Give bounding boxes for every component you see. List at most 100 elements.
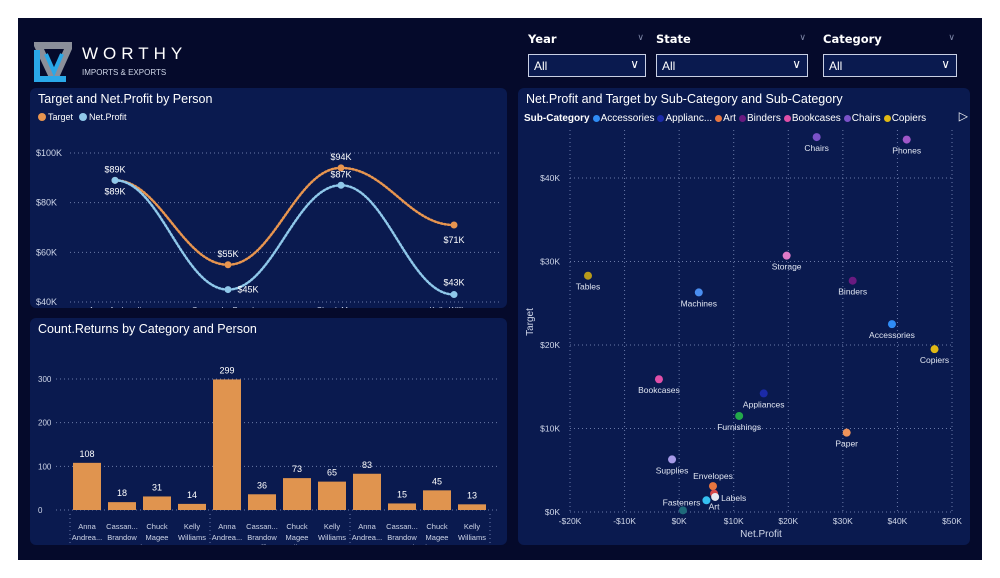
x-tick-label: Chuck [286, 522, 308, 531]
data-label: $71K [443, 235, 464, 245]
legend-net-profit[interactable]: Net.Profit [79, 112, 127, 122]
scatter-point [711, 492, 720, 501]
category-slicer: Category ∨ All ∨ [823, 32, 957, 77]
company-logo: WORTHY IMPORTS & EXPORTS [32, 40, 192, 84]
y-tick-label: $40K [36, 297, 57, 307]
bar [248, 494, 276, 510]
y-tick-label: $100K [36, 148, 62, 158]
x-tick-label: $20K [778, 516, 798, 526]
bar-value-label: 15 [397, 489, 407, 499]
chevron-down-icon[interactable]: ∨ [637, 32, 644, 42]
legend-item[interactable]: Copiers [883, 113, 926, 124]
x-tick-label: Magee [426, 533, 449, 542]
state-dropdown[interactable]: All ∨ [656, 54, 808, 77]
scatter-point [678, 506, 687, 515]
scatter-point [694, 288, 703, 297]
scatter-point [887, 320, 896, 329]
data-point [450, 291, 458, 299]
y-tick-label: $40K [540, 173, 560, 183]
x-axis-title: Net.Profit [740, 529, 782, 540]
point-label: Fasteners [663, 497, 701, 507]
chevron-down-icon[interactable]: ∨ [948, 32, 955, 42]
bar-value-label: 31 [152, 482, 162, 492]
data-label: $89K [104, 164, 125, 174]
legend-next-arrow-icon[interactable]: ▷ [958, 109, 968, 123]
bar-value-label: 36 [257, 480, 267, 490]
legend-item[interactable]: Bookcases [783, 113, 841, 124]
logo-name: WORTHY [82, 44, 188, 63]
data-point [224, 261, 232, 269]
logo-icon [34, 42, 72, 82]
point-label: Furnishings [717, 422, 761, 432]
x-tick-label: Cassan... [106, 522, 138, 531]
point-label: Tables [576, 282, 601, 292]
chevron-down-icon[interactable]: ∨ [799, 32, 806, 42]
bar [318, 481, 346, 510]
category-label: Furniture [125, 543, 155, 545]
scatter-chart-panel: Net.Profit and Target by Sub-Category an… [518, 88, 970, 545]
x-tick-label: $0K [672, 516, 687, 526]
x-tick-label: Williams [178, 533, 206, 542]
point-label: Machines [681, 298, 717, 308]
category-label: Office Supplies [255, 543, 306, 545]
bar-value-label: 45 [432, 476, 442, 486]
x-tick-label: Anna [218, 522, 236, 531]
x-tick-label: Kelly [184, 522, 201, 531]
x-tick-label: -$10K [613, 516, 636, 526]
line-chart-title: Target and Net.Profit by Person [38, 92, 213, 106]
data-point [337, 164, 345, 172]
chevron-down-icon: ∨ [941, 57, 950, 71]
series-line-net-profit [113, 179, 456, 296]
year-slicer: Year ∨ All ∨ [528, 32, 646, 77]
bar [458, 504, 486, 510]
x-tick-label: Kelly Williams [429, 306, 478, 308]
bar-value-label: 73 [292, 464, 302, 474]
point-label: Storage [772, 262, 802, 272]
state-slicer: State ∨ All ∨ [656, 32, 808, 77]
x-tick-label: -$20K [559, 516, 582, 526]
legend-item[interactable]: Binders [738, 113, 781, 124]
point-label: Bookcases [638, 385, 680, 395]
bar [178, 503, 206, 510]
scatter-point [842, 428, 851, 437]
point-label: Supplies [656, 465, 689, 475]
bar-value-label: 13 [467, 490, 477, 500]
bar-value-label: 108 [79, 449, 94, 459]
scatter-point [735, 411, 744, 420]
bar-chart-title: Count.Returns by Category and Person [38, 322, 257, 336]
x-tick-label: Andrea... [352, 533, 382, 542]
year-dropdown[interactable]: All ∨ [528, 54, 646, 77]
x-tick-label: Cassan... [386, 522, 418, 531]
scatter-chart-title: Net.Profit and Target by Sub-Category an… [526, 92, 843, 106]
category-dropdown[interactable]: All ∨ [823, 54, 957, 77]
line-chart-panel: Target and Net.Profit by Person Target N… [30, 88, 507, 308]
legend-item[interactable]: Applianc... [657, 113, 712, 124]
legend-item[interactable]: Chairs [843, 113, 881, 124]
data-point [111, 176, 119, 184]
bar [353, 473, 381, 510]
bar [108, 502, 136, 510]
series-line-target [113, 166, 456, 267]
legend-item[interactable]: Art [715, 113, 736, 124]
bar [423, 490, 451, 510]
x-tick-label: Anna [358, 522, 376, 531]
year-value: All [534, 59, 548, 73]
category-label: Category [823, 32, 882, 46]
state-value: All [662, 59, 676, 73]
scatter-point [702, 496, 711, 505]
point-label: Appliances [743, 399, 785, 409]
y-tick-label: $80K [36, 198, 57, 208]
legend-item[interactable]: Accessories [592, 113, 654, 124]
point-label: Binders [838, 287, 867, 297]
y-tick-label: 0 [38, 506, 43, 515]
point-label: Phones [892, 146, 921, 156]
data-point [224, 286, 232, 294]
point-label: Copiers [920, 355, 949, 365]
bar-value-label: 14 [187, 490, 197, 500]
data-point [450, 221, 458, 229]
legend-target[interactable]: Target [38, 112, 73, 122]
bar-value-label: 18 [117, 488, 127, 498]
x-tick-label: Williams [318, 533, 346, 542]
year-label: Year [528, 32, 557, 46]
bar [73, 462, 101, 510]
